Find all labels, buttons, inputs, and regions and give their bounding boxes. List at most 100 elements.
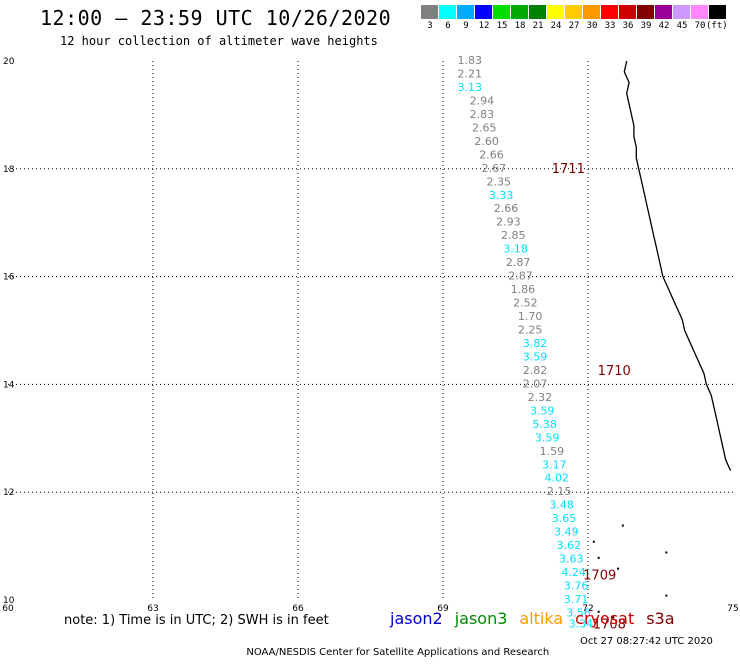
wave-height-value: 2.87 <box>508 270 533 283</box>
observation-labels: 1.832.213.132.942.832.652.602.662.672.35… <box>458 54 594 630</box>
lat-tick-label: 14 <box>3 380 15 390</box>
lat-tick-label: 10 <box>3 596 15 606</box>
legend-swatch <box>439 5 457 19</box>
legend-label: 70 <box>694 21 706 31</box>
legend-swatch <box>565 5 583 19</box>
lon-tick-label: 72 <box>582 604 593 614</box>
island-marker <box>621 524 624 527</box>
wave-height-value: 3.76 <box>564 580 589 593</box>
legend-bin: 6 <box>439 5 457 31</box>
wave-height-value: 1.59 <box>540 445 565 458</box>
track-time-label: 1709 <box>583 569 616 584</box>
wave-height-value: 2.32 <box>528 391 553 404</box>
legend-swatch <box>475 5 493 19</box>
legend-unit: (ft) <box>706 21 728 31</box>
lat-tick-label: 12 <box>3 488 14 498</box>
footer-credit: NOAA/NESDIS Center for Satellite Applica… <box>240 636 713 669</box>
legend-label: 42 <box>658 21 670 31</box>
legend-bin: 36 <box>619 5 637 31</box>
wave-height-value: 5.38 <box>532 418 557 431</box>
legend-swatch <box>511 5 529 19</box>
legend-swatch <box>709 5 727 19</box>
legend-bin: 27 <box>565 5 583 31</box>
legend-swatch <box>637 5 655 19</box>
legend-label: 6 <box>445 21 451 31</box>
legend-label: 36 <box>622 21 634 31</box>
wave-height-value: 2.21 <box>458 67 483 80</box>
wave-height-value: 1.70 <box>518 310 543 323</box>
legend-label: 3 <box>427 21 433 31</box>
lon-tick-label: 63 <box>147 604 158 614</box>
wave-height-value: 2.82 <box>523 364 548 377</box>
wave-height-value: 3.59 <box>530 404 555 417</box>
legend-label: 33 <box>604 21 616 31</box>
legend-label: 45 <box>676 21 688 31</box>
island-marker <box>597 610 600 613</box>
wave-height-value: 1.83 <box>458 54 483 67</box>
track-time-label: 1711 <box>552 162 585 177</box>
timestamp: Oct 27 08:27:42 UTC 2020 <box>580 636 713 647</box>
legend-bin: 9 <box>457 5 475 31</box>
island-marker <box>665 594 668 597</box>
legend-swatch <box>691 5 709 19</box>
legend-swatch <box>583 5 601 19</box>
wave-height-value: 1.86 <box>511 283 535 296</box>
wave-height-value: 3.18 <box>503 243 527 256</box>
axis-tick-labels: 60 63 66 69 72 75 10 12 14 16 18 20 <box>2 57 738 614</box>
map-subtitle: 12 hour collection of altimeter wave hei… <box>60 34 378 48</box>
satellite-altika: altika <box>519 609 564 628</box>
legend-bin: 30 <box>583 5 601 31</box>
legend-label: 39 <box>640 21 652 31</box>
wave-height-value: 3.59 <box>523 350 548 363</box>
credit-text: NOAA/NESDIS Center for Satellite Applica… <box>246 647 550 658</box>
satellite-jason2: jason2 <box>390 609 443 628</box>
wave-height-value: 2.87 <box>506 256 531 269</box>
wave-height-value: 3.13 <box>458 81 483 94</box>
legend-bin <box>709 5 727 19</box>
wave-height-value: 3.65 <box>552 512 577 525</box>
legend-label: 15 <box>496 21 508 31</box>
legend-bin: 3 <box>421 5 439 31</box>
wave-height-value: 2.07 <box>523 377 548 390</box>
legend-bin: 45 <box>673 5 691 31</box>
legend-bin: 18 <box>511 5 529 31</box>
wave-height-value: 2.15 <box>547 485 572 498</box>
lon-tick-label: 60 <box>2 604 14 614</box>
legend-label: 12 <box>478 21 490 31</box>
legend-label: 27 <box>568 21 580 31</box>
lon-tick-label: 75 <box>727 604 738 614</box>
lon-tick-label: 69 <box>437 604 449 614</box>
legend-bin: 21 <box>529 5 547 31</box>
coastline-path <box>623 60 732 471</box>
wave-height-value: 2.65 <box>472 121 497 134</box>
wave-height-value: 3.49 <box>554 526 579 539</box>
wave-height-value: 2.35 <box>487 175 512 188</box>
island-marker <box>612 616 615 619</box>
wave-height-value: 4.24 <box>561 566 586 579</box>
wave-height-value: 2.93 <box>496 216 520 229</box>
legend-bin: 24 <box>547 5 565 31</box>
legend-bin: 70 <box>691 5 709 31</box>
track-time-label: 1710 <box>598 364 631 379</box>
legend-swatch <box>457 5 475 19</box>
wave-height-value: 3.48 <box>549 499 574 512</box>
lat-tick-label: 16 <box>3 273 15 283</box>
wave-height-value: 3.59 <box>535 431 560 444</box>
wave-height-value: 2.60 <box>474 135 499 148</box>
coastline <box>592 60 732 619</box>
island-marker <box>617 567 619 570</box>
legend-swatch <box>493 5 511 19</box>
wave-height-value: 4.02 <box>545 472 570 485</box>
island-marker <box>597 556 600 559</box>
satellite-cryosat: cryosat <box>575 609 635 628</box>
wave-height-value: 2.67 <box>482 162 507 175</box>
legend-bin: 33 <box>601 5 619 31</box>
legend-bin: 39 <box>637 5 655 31</box>
wave-height-value: 3.82 <box>523 337 548 350</box>
satellite-jason3: jason3 <box>454 609 508 628</box>
satellite-legend: jason2 jason3 altika cryosat s3a <box>390 609 687 628</box>
satellite-s3a: s3a <box>646 609 675 628</box>
island-marker <box>665 551 668 554</box>
wave-height-value: 3.34 <box>569 617 594 630</box>
wave-height-value: 2.85 <box>501 229 526 242</box>
